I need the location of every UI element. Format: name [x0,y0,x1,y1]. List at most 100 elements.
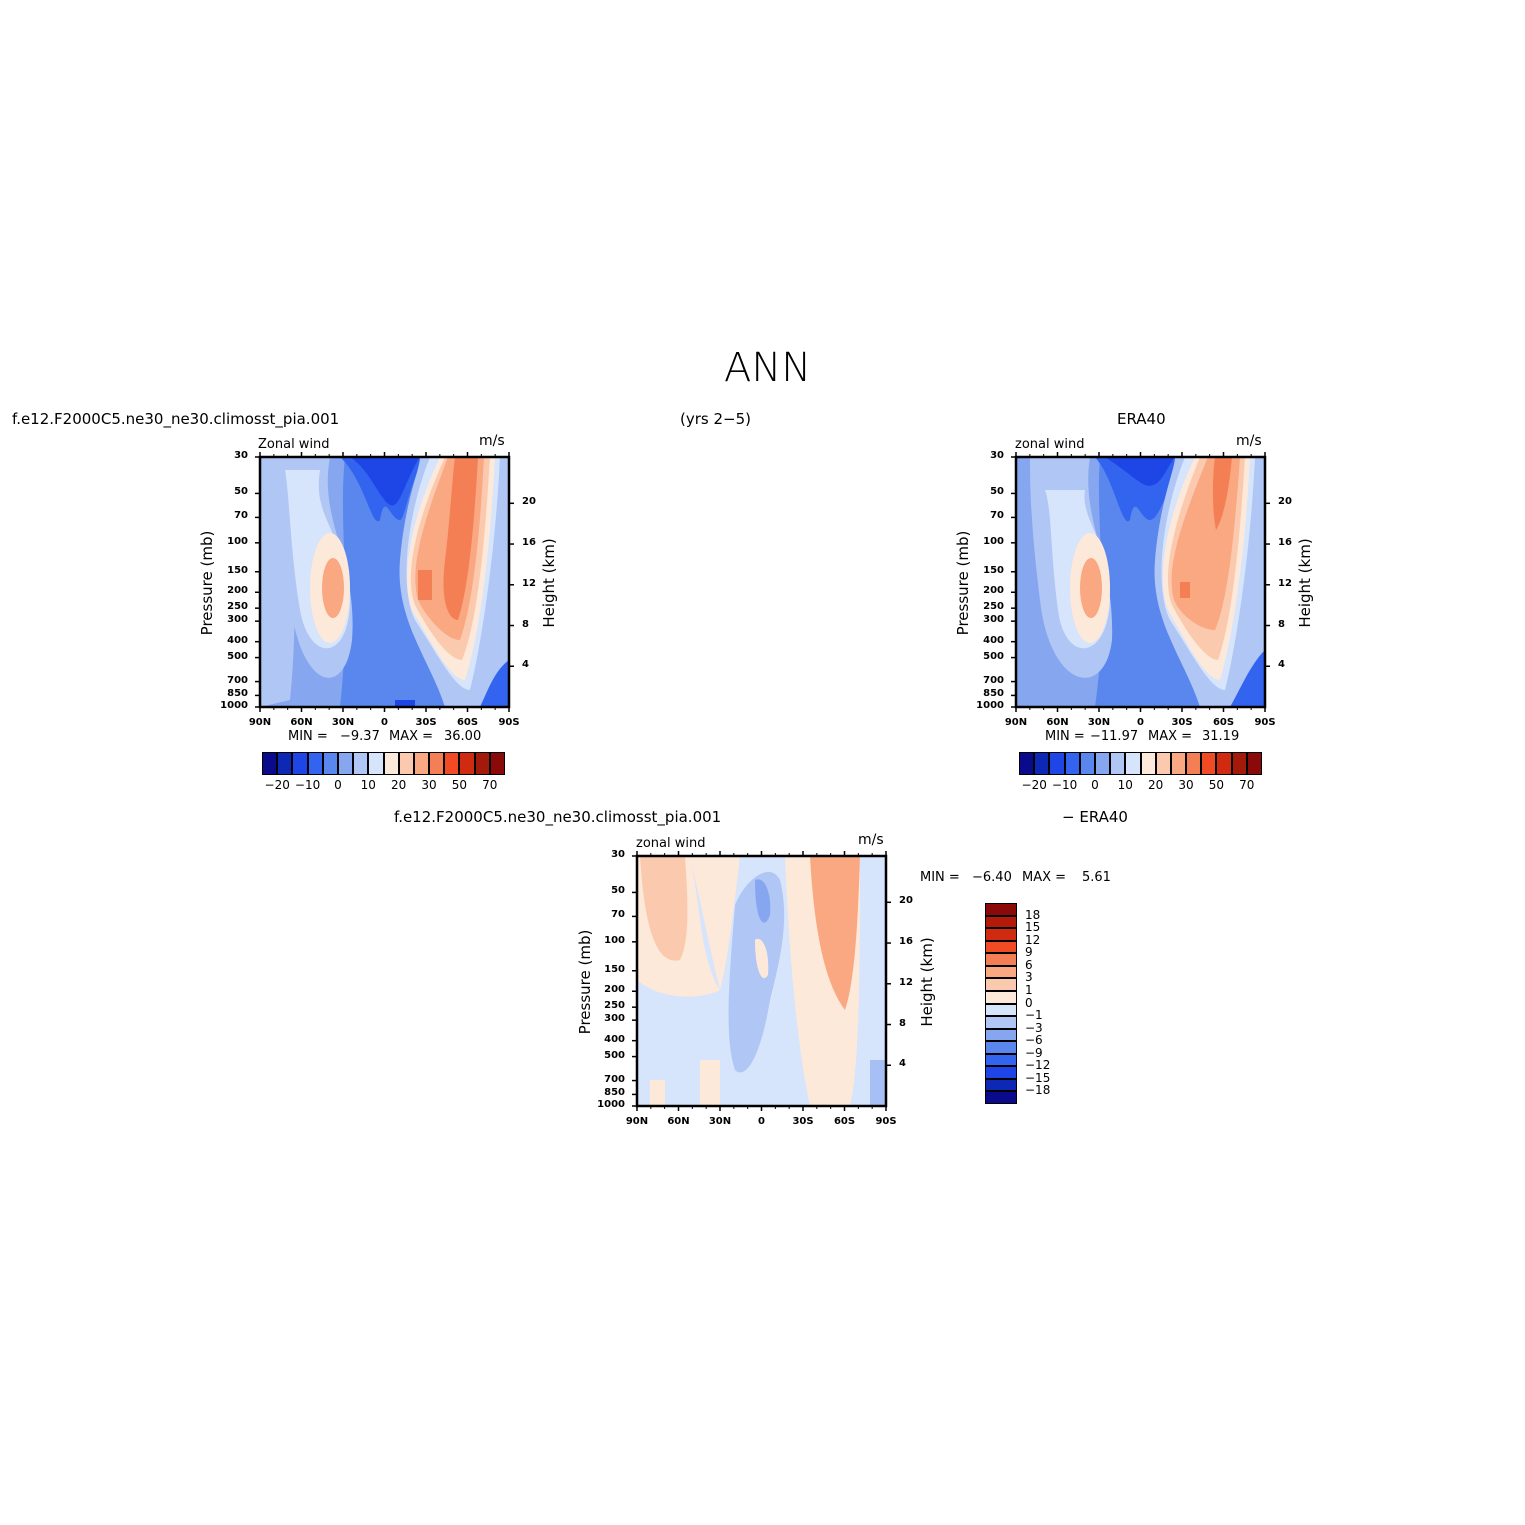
model-colorbar-swatch [353,752,369,775]
diff-max-value: 5.61 [1082,870,1111,885]
model-ptick-label: 100 [227,535,248,547]
diff-colorbar-label: −9 [1025,1045,1043,1060]
model-panel-units: m/s [479,433,505,449]
model-htick-label: 12 [522,577,536,589]
model-ptick-label: 50 [234,486,248,498]
diff-colorbar-swatch [985,903,1017,916]
model-colorbar-swatch [489,752,505,775]
model-colorbar-swatch [444,752,460,775]
diff-ptick-label: 50 [611,885,625,897]
diff-ylabel-pressure: Pressure (mb) [576,929,594,1035]
model-colorbar-label: −10 [294,778,321,792]
model-colorbar-swatch [459,752,475,775]
diff-ptick-label: 850 [604,1087,625,1099]
obs-ylabel-pressure: Pressure (mb) [954,530,972,636]
obs-panel-title: zonal wind [1015,437,1085,452]
model-htick-label: 16 [522,537,536,549]
model-colorbar-label: 0 [334,778,342,792]
diff-xtick-label: 30N [708,1116,732,1127]
diff-htick-label: 4 [899,1058,906,1070]
diff-colorbar-label: −12 [1025,1058,1051,1073]
diff-colorbar-label: 6 [1025,957,1033,972]
obs-colorbar-label: −20 [1021,778,1047,792]
model-colorbar-swatch [307,752,323,775]
model-ptick-label: 700 [227,674,248,686]
model-xtick-label: 60N [290,717,313,728]
diff-xtick-label: 30S [792,1116,814,1127]
model-colorbar-label: 20 [391,778,407,792]
obs-colorbar-swatch [1110,752,1126,775]
model-xtick-label: 0 [381,717,388,728]
obs-colorbar-swatch [1094,752,1111,775]
obs-ptick-label: 200 [983,585,1004,597]
obs-colorbar-swatch [1170,752,1187,775]
model-ptick-label: 850 [227,688,248,700]
model-min-value: −9.37 [340,729,380,744]
obs-ptick-label: 100 [983,535,1004,547]
obs-colorbar-label: 0 [1091,778,1099,792]
diff-colorbar-swatch [985,928,1017,941]
model-colorbar-swatch [398,752,414,775]
obs-htick-label: 4 [1278,659,1285,671]
model-ptick-label: 300 [227,614,248,626]
obs-colorbar-swatch [1079,752,1095,775]
diff-colorbar-label: 18 [1025,907,1041,922]
model-colorbar-swatch [383,752,399,775]
model-xtick-label: 90N [248,717,272,728]
model-colorbar-label: 10 [360,778,376,792]
diff-obs-name-label: − ERA40 [1062,808,1128,826]
diff-colorbar-swatch [985,1066,1017,1079]
diff-colorbar-swatch [985,953,1017,966]
model-colorbar-label: 50 [451,778,468,792]
diff-colorbar-label: 3 [1025,970,1033,985]
obs-htick-label: 20 [1278,496,1292,508]
diff-max-label: MAX = [1022,870,1067,885]
model-htick-label: 20 [522,496,536,508]
model-colorbar-swatch [429,752,445,775]
model-contour-field [260,457,509,707]
diff-colorbar-swatch [985,1053,1017,1067]
diff-xtick-label: 60S [833,1116,856,1127]
obs-colorbar-swatch [1246,752,1262,775]
obs-ptick-label: 500 [983,650,1004,662]
obs-max-value: 31.19 [1202,729,1240,744]
diff-xtick-label: 0 [758,1116,765,1127]
obs-ptick-label: 250 [983,601,1004,613]
diff-colorbar-label: −15 [1025,1070,1051,1085]
diff-colorbar-swatch [985,1078,1017,1092]
model-colorbar-label: 70 [482,778,498,792]
diff-colorbar-swatch [985,1028,1017,1042]
diff-ptick-label: 30 [611,849,625,860]
obs-ylabel-height: Height (km) [1296,538,1314,628]
obs-colorbar-label: −10 [1051,778,1078,792]
model-ptick-label: 250 [227,601,248,613]
diff-contour-field [637,856,886,1106]
diff-colorbar-label: −18 [1025,1083,1051,1098]
diff-ptick-label: 250 [604,1000,625,1012]
obs-htick-label: 16 [1278,537,1292,549]
model-min-label: MIN = [288,729,328,744]
obs-xtick-label: 90S [1254,717,1276,728]
model-colorbar-swatch [277,752,293,775]
obs-colorbar-swatch [1201,752,1217,775]
axis-tick-marks [255,452,1270,1111]
model-colorbar-label: −20 [264,778,290,792]
obs-colorbar-swatch [1049,752,1065,775]
diff-colorbar-label: 9 [1025,945,1033,960]
obs-colorbar-label: 70 [1239,778,1255,792]
model-max-label: MAX = [389,729,434,744]
obs-ptick-label: 850 [983,688,1004,700]
obs-colorbar-swatch [1034,752,1050,775]
model-ptick-label: 30 [234,450,248,461]
diff-htick-label: 8 [899,1017,906,1029]
model-htick-label: 4 [522,659,529,671]
obs-colorbar-swatch [1064,752,1080,775]
model-xtick-label: 30N [331,717,355,728]
obs-max-label: MAX = [1148,729,1193,744]
diff-colorbar-label: 1 [1025,982,1033,997]
model-xtick-label: 30S [415,717,437,728]
obs-contour-field [1016,457,1265,707]
years-label: (yrs 2−5) [680,410,751,428]
diff-htick-label: 16 [899,936,913,948]
obs-ptick-label: 150 [983,564,1004,576]
